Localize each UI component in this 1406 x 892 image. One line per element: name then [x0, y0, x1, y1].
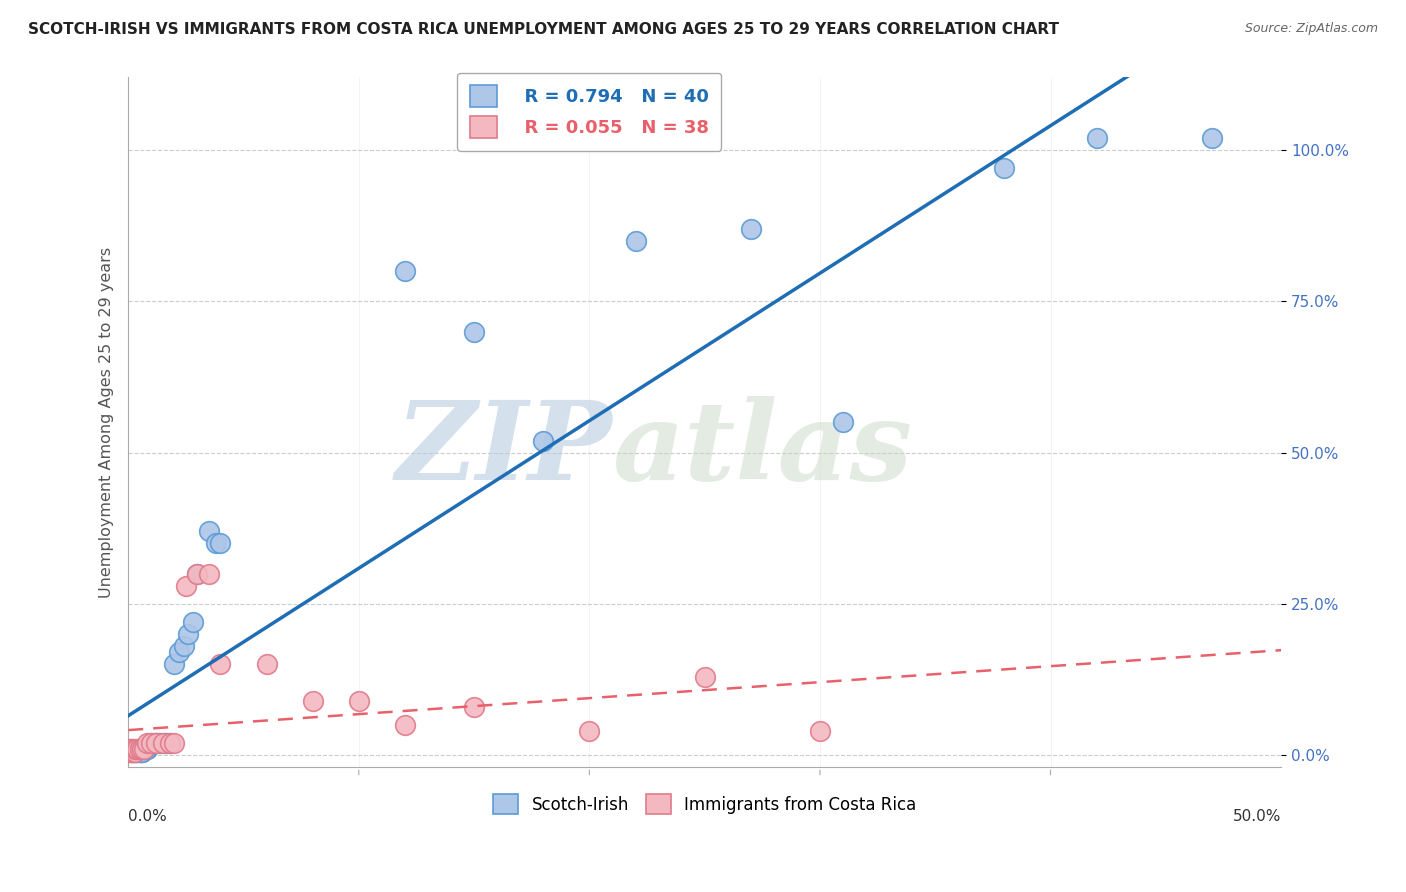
Text: ZIP: ZIP [396, 396, 613, 504]
Point [128, 742, 150, 756]
Point [145, 736, 167, 750]
Point [163, 657, 186, 672]
Point [124, 745, 146, 759]
Point [209, 657, 232, 672]
Point [131, 742, 153, 756]
Point [463, 325, 485, 339]
Point [174, 579, 197, 593]
Point [463, 699, 485, 714]
Point [124, 745, 146, 759]
Point [1201, 131, 1223, 145]
Point [120, 745, 142, 759]
Text: Source: ZipAtlas.com: Source: ZipAtlas.com [1244, 22, 1378, 36]
Point [394, 264, 416, 278]
Point [693, 669, 716, 683]
Point [993, 161, 1015, 176]
Point [145, 736, 167, 750]
Point [121, 742, 143, 756]
Point [120, 742, 142, 756]
Point [120, 745, 142, 759]
Point [181, 615, 204, 629]
Point [124, 745, 146, 759]
Point [131, 745, 153, 759]
Point [531, 434, 554, 448]
Point [205, 536, 228, 550]
Point [740, 221, 762, 235]
Point [134, 742, 156, 756]
Point [808, 723, 831, 738]
Point [134, 742, 156, 756]
Point [347, 694, 370, 708]
Legend: Scotch-Irish, Immigrants from Costa Rica: Scotch-Irish, Immigrants from Costa Rica [486, 788, 922, 821]
Text: 50.0%: 50.0% [1233, 809, 1281, 823]
Point [186, 566, 208, 581]
Point [134, 742, 156, 756]
Point [121, 745, 143, 759]
Point [186, 566, 208, 581]
Point [198, 566, 221, 581]
Point [128, 745, 150, 759]
Point [149, 736, 172, 750]
Point [117, 742, 139, 756]
Point [394, 718, 416, 732]
Point [127, 745, 149, 759]
Point [131, 745, 153, 759]
Point [624, 234, 647, 248]
Point [120, 742, 142, 756]
Point [117, 745, 139, 759]
Point [301, 694, 323, 708]
Point [209, 536, 232, 550]
Point [832, 415, 855, 429]
Point [135, 736, 157, 750]
Point [135, 742, 157, 756]
Text: 0.0%: 0.0% [128, 809, 167, 823]
Point [148, 736, 170, 750]
Point [138, 739, 160, 753]
Text: atlas: atlas [613, 396, 912, 504]
Point [117, 745, 139, 759]
Point [142, 736, 165, 750]
Point [117, 745, 139, 759]
Point [120, 745, 142, 759]
Point [127, 745, 149, 759]
Point [128, 742, 150, 756]
Point [163, 736, 186, 750]
Point [153, 736, 176, 750]
Point [173, 639, 195, 653]
Point [141, 736, 163, 750]
Y-axis label: Unemployment Among Ages 25 to 29 years: Unemployment Among Ages 25 to 29 years [100, 247, 114, 598]
Text: SCOTCH-IRISH VS IMMIGRANTS FROM COSTA RICA UNEMPLOYMENT AMONG AGES 25 TO 29 YEAR: SCOTCH-IRISH VS IMMIGRANTS FROM COSTA RI… [28, 22, 1059, 37]
Point [127, 742, 149, 756]
Point [159, 736, 181, 750]
Point [156, 736, 179, 750]
Point [1085, 131, 1108, 145]
Point [121, 745, 143, 759]
Point [159, 736, 181, 750]
Point [117, 742, 139, 756]
Point [141, 736, 163, 750]
Point [578, 723, 600, 738]
Point [135, 742, 157, 756]
Point [152, 736, 174, 750]
Point [121, 745, 143, 759]
Point [167, 645, 190, 659]
Point [256, 657, 278, 672]
Point [198, 524, 221, 539]
Point [177, 627, 200, 641]
Point [124, 742, 146, 756]
Point [128, 745, 150, 759]
